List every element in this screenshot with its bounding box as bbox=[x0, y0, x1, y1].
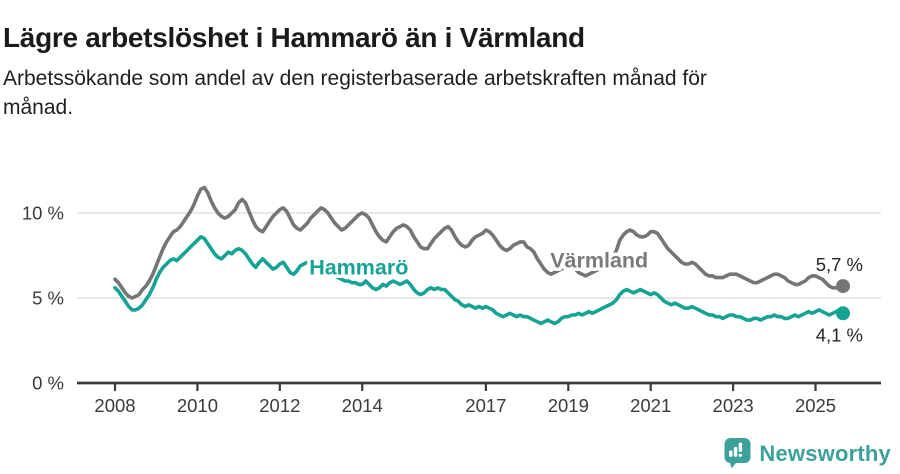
end-value-label-varmland: 5,7 % bbox=[816, 254, 863, 275]
y-tick-label-10: 10 % bbox=[22, 203, 64, 224]
chart-subtitle: Arbetssökande som andel av den registerb… bbox=[3, 64, 863, 122]
x-tick-label-2008: 2008 bbox=[94, 395, 135, 416]
x-tick-label-2010: 2010 bbox=[177, 395, 218, 416]
series-line-varmland bbox=[113, 185, 845, 300]
newsworthy-logo: Newsworthy bbox=[724, 438, 891, 469]
x-tick-label-2025: 2025 bbox=[795, 395, 836, 416]
series-line-hammaro bbox=[113, 235, 845, 326]
end-dot-varmland bbox=[836, 279, 850, 294]
bar-chart-speech-bubble-icon bbox=[724, 438, 751, 469]
logo-bubble bbox=[724, 438, 751, 469]
y-tick-label-0: 0 % bbox=[32, 373, 64, 394]
x-tick-label-2014: 2014 bbox=[342, 395, 383, 416]
x-tick-label-2023: 2023 bbox=[713, 395, 754, 416]
x-tick-label-2021: 2021 bbox=[630, 395, 671, 416]
x-tick-label-2019: 2019 bbox=[548, 395, 589, 416]
brand-wordmark: Newsworthy bbox=[759, 440, 891, 466]
end-value-label-hammaro: 4,1 % bbox=[816, 324, 863, 345]
series-label-varmland: Värmland bbox=[550, 249, 648, 273]
x-tick-label-2017: 2017 bbox=[465, 395, 506, 416]
y-tick-label-5: 5 % bbox=[32, 288, 64, 309]
end-dot-hammaro bbox=[836, 306, 850, 321]
series-label-hammaro: Hammarö bbox=[309, 255, 408, 279]
logo-bars bbox=[729, 442, 743, 457]
subtitle-line-1: Arbetssökande som andel av den registerb… bbox=[3, 67, 707, 90]
x-tick-label-2012: 2012 bbox=[259, 395, 300, 416]
subtitle-line-2: månad. bbox=[3, 96, 74, 119]
page-title: Lägre arbetslöshet i Hammarö än i Värmla… bbox=[3, 21, 585, 53]
